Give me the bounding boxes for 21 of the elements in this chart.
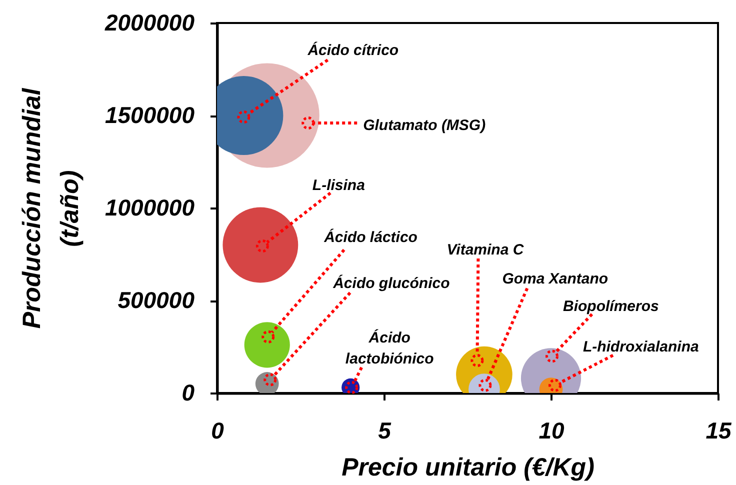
text: Ácido cítrico <box>306 41 399 59</box>
text: Ácido láctico <box>323 228 418 246</box>
text: Ácido glucónico <box>332 274 450 292</box>
text: Vitamina C <box>446 242 525 258</box>
text: L-lisina <box>312 177 365 194</box>
y-tick-label: 1000000 <box>104 194 195 220</box>
x-tick-label: 5 <box>378 418 392 444</box>
x-tick-label: 0 <box>211 418 224 444</box>
x-axis-title: Precio unitario (€/Kg) <box>342 454 594 482</box>
series-label: Ácido lactobiónico <box>345 328 434 368</box>
y-tick-label: 2000000 <box>104 10 195 36</box>
y-axis-title: Producción mundial (t/año) <box>18 87 84 329</box>
text: Goma Xantano <box>502 270 608 288</box>
x-tick-label: 10 <box>538 418 564 444</box>
x-tick-label: 15 <box>706 418 732 444</box>
text: L-hidroxialanina <box>583 338 699 356</box>
text: Biopolímeros <box>563 298 659 316</box>
text: Glutamato (MSG) <box>363 117 486 134</box>
y-tick-label: 500000 <box>118 287 195 313</box>
y-tick-label: 0 <box>182 380 195 406</box>
y-tick-label: 1500000 <box>104 102 195 128</box>
